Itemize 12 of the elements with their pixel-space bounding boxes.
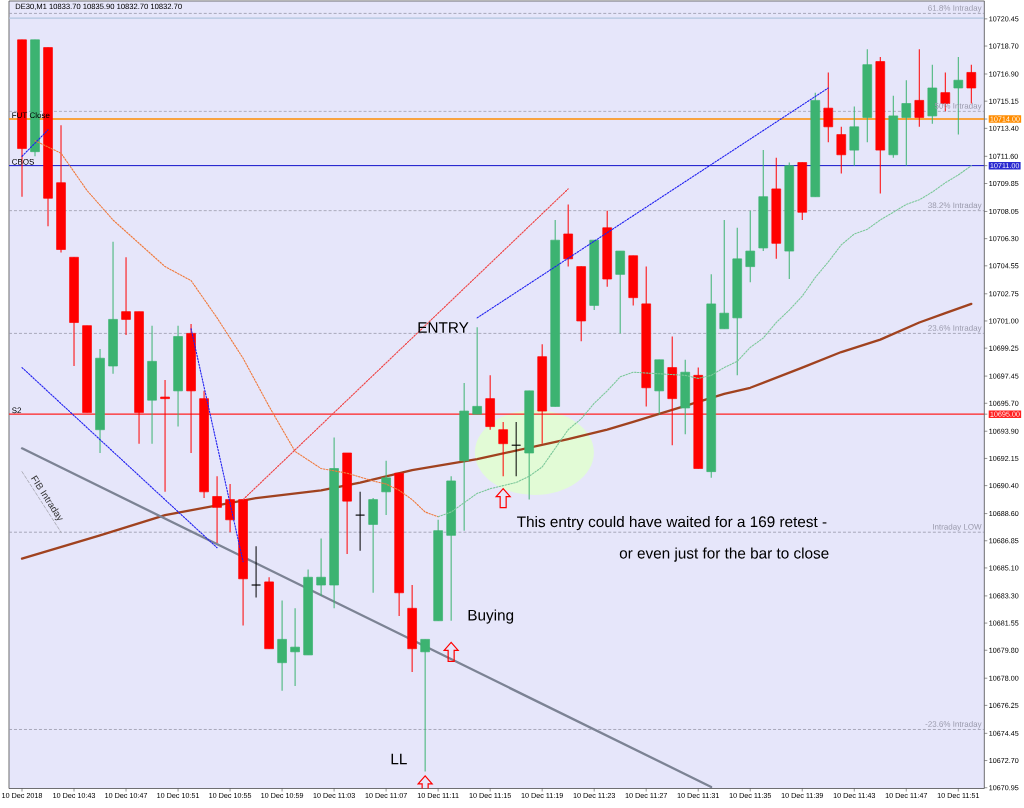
ref-line-label: S2 [12, 407, 22, 414]
annotation: LL [391, 753, 407, 765]
annotation: Buying [468, 609, 514, 624]
ref-line-label: 23.6% Intraday [928, 324, 982, 333]
annotation: ENTRY [418, 322, 469, 333]
ref-line-label: Intraday LOW [933, 523, 982, 532]
annotation: This entry could have waited for a 169 retest - [517, 515, 827, 531]
ref-line-label: -23.6% Intraday [925, 721, 982, 729]
ref-line-label: 38.2% Intraday [928, 202, 982, 210]
ref-line-label: 61.8% Intraday [928, 4, 982, 13]
annotation: or even just for the bar to close [619, 547, 829, 562]
ref-line-label: CBOS [12, 158, 35, 165]
